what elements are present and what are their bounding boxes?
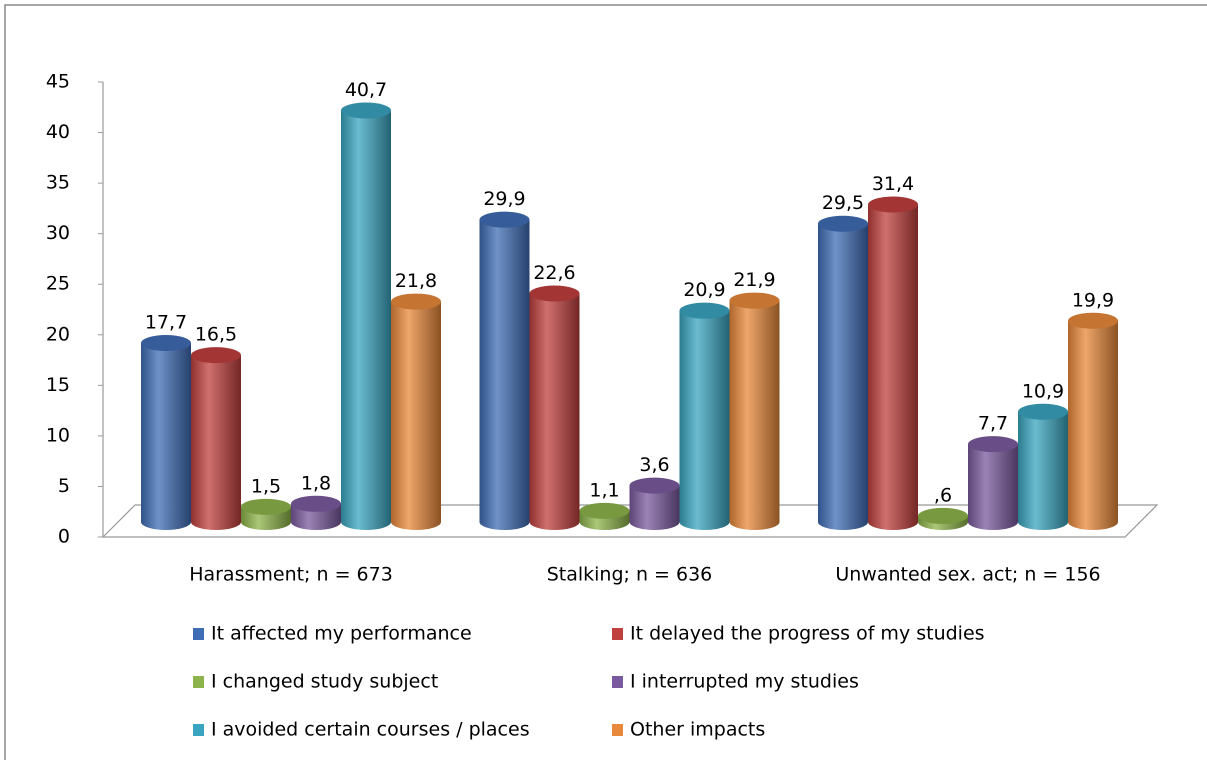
bar [1018,403,1068,530]
data-label: 1,8 [301,472,331,494]
data-label: 7,7 [978,413,1008,435]
y-tick-label: 35 [46,172,70,194]
bar-body [968,444,1018,530]
data-label: ,6 [934,484,952,506]
data-label: 31,4 [872,173,914,195]
bar-top [629,477,680,494]
bar-body [818,223,868,530]
data-label: 1,1 [589,479,619,501]
bar-top [679,302,730,319]
bar-top [391,293,441,310]
legend-label: I interrupted my studies [630,671,859,693]
data-label: 29,5 [822,192,864,214]
y-tick-label: 25 [46,273,70,295]
bar-top [479,211,530,228]
x-tick-label: Harassment; n = 673 [189,564,393,586]
bar [479,211,530,530]
y-tick-label: 15 [46,374,70,396]
bar [191,347,241,530]
legend-swatch [193,628,204,640]
bar-body [391,301,441,530]
legend-swatch [612,676,623,688]
bar [868,196,918,530]
y-tick-label: 20 [46,323,70,345]
legend-swatch [612,628,623,640]
data-label: 29,9 [483,188,525,210]
legend-label: It affected my performance [211,623,472,645]
data-label: 16,5 [195,324,237,346]
data-label: 17,7 [145,312,187,334]
y-tick-label: 10 [46,424,70,446]
bar-body [479,219,530,530]
bar [529,285,580,530]
bar-top [191,347,241,364]
y-tick-label: 5 [58,475,70,497]
data-label: 1,5 [251,475,281,497]
y-tick-label: 45 [46,71,70,93]
bar [579,502,630,530]
bar-top [579,502,630,519]
y-tick-label: 30 [46,222,70,244]
bar-body [529,293,580,530]
bar-top [729,292,780,309]
bar [341,102,391,530]
data-label: 19,9 [1072,289,1114,311]
x-tick-label: Unwanted sex. act; n = 156 [835,564,1100,586]
legend-swatch [193,724,204,736]
data-label: 3,6 [639,454,669,476]
legend-label: It delayed the progress of my studies [630,623,985,645]
bar-top [968,436,1018,453]
data-label: 20,9 [683,279,725,301]
bar-top [868,196,918,213]
legend-swatch [193,676,204,688]
bar-body [141,343,191,530]
bar-body [1018,411,1068,530]
chart-frame [4,4,1207,764]
bar [1068,312,1118,530]
bar-body [341,110,391,530]
data-label: 22,6 [533,262,575,284]
bar-top [529,285,580,302]
data-label: 21,8 [395,270,437,292]
bar-body [679,310,730,530]
bar-body [629,485,680,530]
bar [968,436,1018,530]
bar-top [1018,403,1068,420]
bar-top [141,335,191,352]
bar [629,477,680,530]
bar-top [1068,312,1118,329]
legend-swatch [612,724,623,736]
bar-body [729,300,780,530]
y-tick-label: 0 [58,526,70,548]
bar [291,495,341,530]
bar [679,302,730,530]
data-label: 10,9 [1022,380,1064,402]
bar-top [241,498,291,515]
data-label: 21,9 [733,269,775,291]
bar-top [291,495,341,512]
x-tick-label: Stalking; n = 636 [547,564,713,586]
bar-top [341,102,391,119]
data-label: 40,7 [345,79,387,101]
bar-top [818,215,868,232]
bar-body [1068,320,1118,530]
bar [729,292,780,530]
y-tick-label: 40 [46,121,70,143]
bar [918,507,968,530]
legend-label: I changed study subject [211,671,438,693]
legend-label: Other impacts [630,719,765,741]
bar-body [191,355,241,530]
bar [391,293,441,530]
bar [818,215,868,530]
bar-top [918,507,968,524]
bar [241,498,291,530]
bar [141,335,191,530]
bar-body [868,204,918,530]
legend-label: I avoided certain courses / places [211,719,530,741]
